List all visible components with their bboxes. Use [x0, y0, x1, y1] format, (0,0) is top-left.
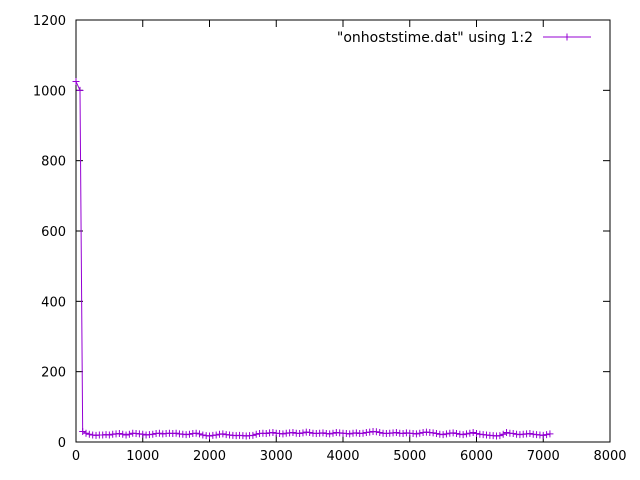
- data-point: [199, 431, 207, 439]
- data-point: [352, 429, 360, 437]
- data-point: [499, 430, 507, 438]
- data-point: [139, 430, 147, 438]
- legend: "onhoststime.dat" using 1:2: [337, 30, 591, 46]
- data-point: [212, 431, 220, 439]
- data-point: [76, 86, 84, 94]
- data-point: [125, 430, 133, 438]
- data-point: [366, 428, 374, 436]
- y-tick-label: 1000: [33, 84, 66, 99]
- data-point: [72, 78, 80, 86]
- data-point: [452, 430, 460, 438]
- data-point: [359, 429, 367, 437]
- data-point: [79, 427, 87, 435]
- data-point: [326, 430, 334, 438]
- data-point: [473, 430, 480, 438]
- x-tick-label: 4000: [326, 449, 359, 464]
- data-point: [82, 429, 90, 437]
- x-tick-label: 8000: [593, 449, 626, 464]
- data-point: [299, 429, 307, 437]
- y-tick-label: 400: [41, 295, 66, 310]
- x-tick-label: 3000: [260, 449, 293, 464]
- data-point: [469, 429, 477, 437]
- series-layer: [72, 78, 554, 440]
- data-point: [319, 429, 327, 437]
- data-point: [105, 431, 113, 439]
- data-point: [509, 430, 517, 438]
- data-point: [449, 429, 457, 437]
- data-point: [442, 430, 450, 438]
- x-tick-label: 2000: [193, 449, 226, 464]
- data-point: [372, 428, 380, 436]
- data-point: [432, 430, 440, 438]
- y-tick-label: 1200: [33, 14, 66, 29]
- data-point: [496, 432, 504, 440]
- series-line: [75, 81, 551, 437]
- data-point: [185, 430, 193, 438]
- data-point: [462, 430, 470, 438]
- data-point: [149, 430, 157, 438]
- data-point: [416, 429, 424, 437]
- x-axis: 0 1000 2000 3000 4000 5000 6000 7000 8000: [72, 20, 627, 464]
- x-tick-label: 1000: [126, 449, 159, 464]
- data-point: [412, 430, 420, 438]
- data-point: [346, 430, 354, 438]
- data-point: [399, 430, 407, 438]
- data-point: [329, 429, 337, 437]
- legend-label: "onhoststime.dat" using 1:2: [337, 30, 533, 46]
- data-point: [206, 432, 213, 440]
- data-point: [122, 431, 130, 439]
- data-point: [192, 429, 200, 437]
- data-point: [289, 429, 297, 437]
- y-tick-label: 800: [41, 155, 66, 170]
- data-point: [306, 429, 314, 437]
- data-point: [539, 431, 547, 439]
- y-tick-label: 200: [41, 366, 66, 381]
- y-tick-label: 0: [58, 436, 66, 451]
- data-point: [546, 430, 554, 438]
- data-point: [376, 429, 384, 437]
- data-point: [262, 430, 270, 438]
- data-point: [269, 429, 277, 437]
- data-point: [429, 429, 437, 437]
- data-point: [172, 429, 180, 437]
- legend-marker: [563, 33, 571, 41]
- plot-border: [75, 19, 611, 443]
- x-tick-label: 6000: [460, 449, 493, 464]
- data-point: [392, 429, 400, 437]
- y-axis: 0 200 400 600 800 1000 1200: [33, 14, 610, 451]
- data-point: [249, 431, 257, 439]
- data-point: [439, 431, 447, 439]
- data-point: [85, 430, 93, 438]
- x-tick-label: 5000: [393, 449, 426, 464]
- data-point: [543, 431, 551, 439]
- data-point: [466, 429, 474, 437]
- data-point: [279, 430, 287, 438]
- x-tick-label: 0: [72, 449, 80, 464]
- data-point: [155, 429, 163, 437]
- y-tick-label: 600: [41, 225, 66, 240]
- data-point: [119, 430, 127, 438]
- data-point: [296, 430, 304, 438]
- data-point: [195, 430, 203, 438]
- data-point: [219, 430, 227, 438]
- x-tick-label: 7000: [527, 449, 560, 464]
- data-point: [503, 429, 511, 437]
- data-point: [252, 430, 260, 438]
- data-point: [115, 430, 123, 438]
- data-point: [459, 431, 467, 439]
- data-point: [526, 430, 534, 438]
